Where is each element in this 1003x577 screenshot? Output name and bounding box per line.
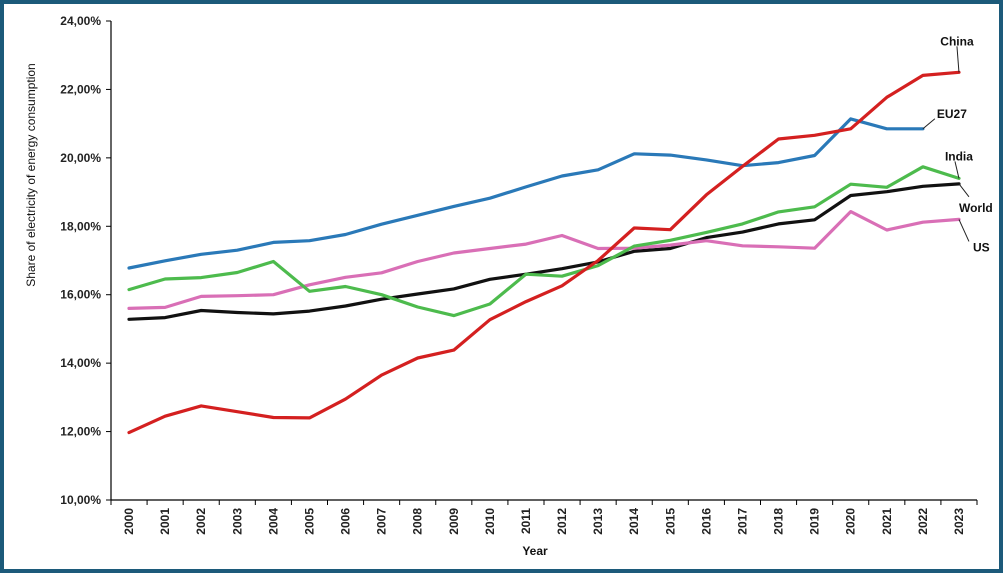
x-tick-label: 2021 xyxy=(880,508,894,535)
x-tick-label: 2003 xyxy=(230,508,244,535)
series-line-eu27 xyxy=(127,117,925,270)
series-line-india xyxy=(127,165,961,318)
series-label-leaders xyxy=(922,46,970,242)
series-line-us xyxy=(127,210,961,310)
x-tick-label: 2011 xyxy=(519,508,533,534)
series-line-world xyxy=(127,182,961,321)
x-tick-label: 2012 xyxy=(555,508,569,535)
x-tick-label: 2015 xyxy=(663,508,677,535)
x-tick-label: 2001 xyxy=(158,508,172,535)
x-tick-label: 2004 xyxy=(266,508,280,535)
x-tick-label: 2018 xyxy=(772,508,786,535)
x-tick-label: 2002 xyxy=(194,508,208,535)
series-line-china xyxy=(127,70,961,435)
leader-line-india xyxy=(954,161,960,179)
axes: 10,00% 12,00% 14,00% 16,00% 18,00% 20,00% 22,0… xyxy=(60,14,978,535)
x-tick-label: 2007 xyxy=(375,508,389,535)
x-tick-label: 2017 xyxy=(735,508,749,535)
y-tick-label: 14,00% xyxy=(60,356,101,370)
leader-line-us xyxy=(958,219,970,242)
y-tick-label: 16,00% xyxy=(60,288,101,302)
x-tick-label: 2014 xyxy=(627,508,641,535)
x-axis-title: Year xyxy=(522,544,548,558)
y-tick-label: 12,00% xyxy=(60,425,101,439)
y-tick-label: 18,00% xyxy=(60,219,101,233)
leader-line-world xyxy=(958,183,970,198)
x-tick-label: 2000 xyxy=(122,508,136,535)
series-labels: China EU27 India World US xyxy=(937,34,993,254)
series-label-us: US xyxy=(973,240,990,254)
x-tick-label: 2010 xyxy=(483,508,497,535)
x-tick-label: 2008 xyxy=(411,508,425,535)
x-tick-label: 2006 xyxy=(339,508,353,535)
x-tick-label: 2005 xyxy=(302,508,316,535)
y-tick-label: 24,00% xyxy=(60,14,101,28)
y-tick-label: 22,00% xyxy=(60,82,101,96)
leader-line-china xyxy=(956,46,960,73)
x-tick-label: 2009 xyxy=(447,508,461,535)
series-label-china: China xyxy=(940,34,974,48)
leader-line-eu27 xyxy=(922,118,936,130)
x-tick-label: 2022 xyxy=(916,508,930,535)
x-tick-label: 2016 xyxy=(699,508,713,535)
series-label-eu27: EU27 xyxy=(937,107,967,121)
y-tick-label: 10,00% xyxy=(60,493,101,507)
x-tick-label: 2019 xyxy=(808,508,822,535)
x-tick-label: 2023 xyxy=(952,508,966,535)
y-tick-label: 20,00% xyxy=(60,151,101,165)
series-label-india: India xyxy=(945,149,973,163)
y-axis-title: Share of electricity of energy consumpti… xyxy=(24,63,38,286)
line-chart: 10,00% 12,00% 14,00% 16,00% 18,00% 20,00% 22,0… xyxy=(24,14,993,558)
series-label-world: World xyxy=(959,201,993,215)
series-lines xyxy=(127,70,961,435)
x-tick-label: 2013 xyxy=(591,508,605,535)
x-tick-label: 2020 xyxy=(844,508,858,535)
